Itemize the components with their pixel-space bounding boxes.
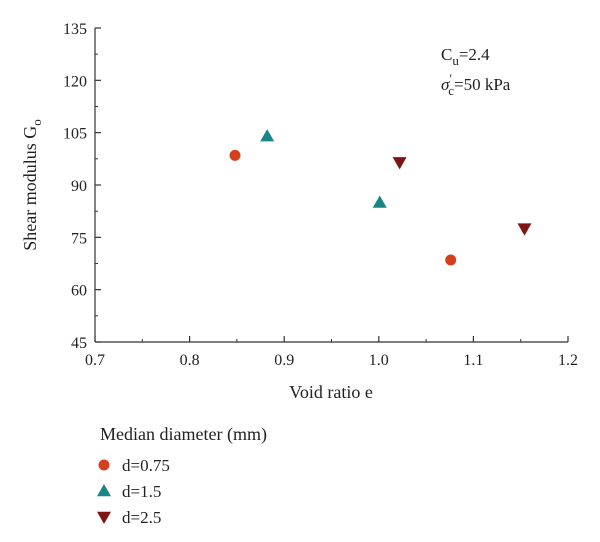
legend-label: d=1.5	[122, 482, 161, 501]
data-point	[229, 149, 241, 161]
x-axis-label: Void ratio e	[289, 382, 373, 402]
legend-title: Median diameter (mm)	[100, 424, 267, 445]
y-axis-label: Shear modulus Go	[20, 119, 44, 251]
cu-annotation: Cu=2.4	[441, 45, 490, 68]
x-tick-label: 1.0	[369, 352, 389, 369]
x-tick-label: 0.9	[274, 352, 294, 369]
y-tick-label: 105	[63, 126, 87, 143]
data-point	[392, 157, 407, 170]
sigma-annotation: σ′ c=50 kPa	[441, 71, 511, 98]
data-point	[517, 223, 532, 236]
x-tick-label: 0.8	[180, 352, 200, 369]
y-tick-label: 60	[71, 283, 87, 300]
legend-label: d=0.75	[122, 456, 170, 475]
legend: d=0.75 d=1.5 d=2.5	[97, 456, 170, 527]
x-tick-label: 1.2	[558, 352, 578, 369]
x-tick-label: 0.7	[85, 352, 105, 369]
data-point	[372, 195, 387, 208]
legend-marker	[97, 511, 111, 524]
y-tick-label: 120	[63, 73, 87, 90]
y-tick-label: 45	[71, 335, 87, 352]
data-points	[229, 129, 532, 266]
y-tick-label: 75	[71, 230, 87, 247]
axis-ticks: 0.7 0.8 0.9 1.0 1.1 1.2 45 60 75 90 105 120 135	[63, 21, 578, 369]
legend-marker	[98, 459, 110, 471]
y-tick-label: 135	[63, 21, 87, 38]
data-point	[445, 254, 457, 266]
data-point	[260, 129, 275, 142]
x-tick-label: 1.1	[463, 352, 483, 369]
y-tick-label: 90	[71, 178, 87, 195]
legend-marker	[97, 484, 111, 497]
legend-label: d=2.5	[122, 508, 161, 527]
